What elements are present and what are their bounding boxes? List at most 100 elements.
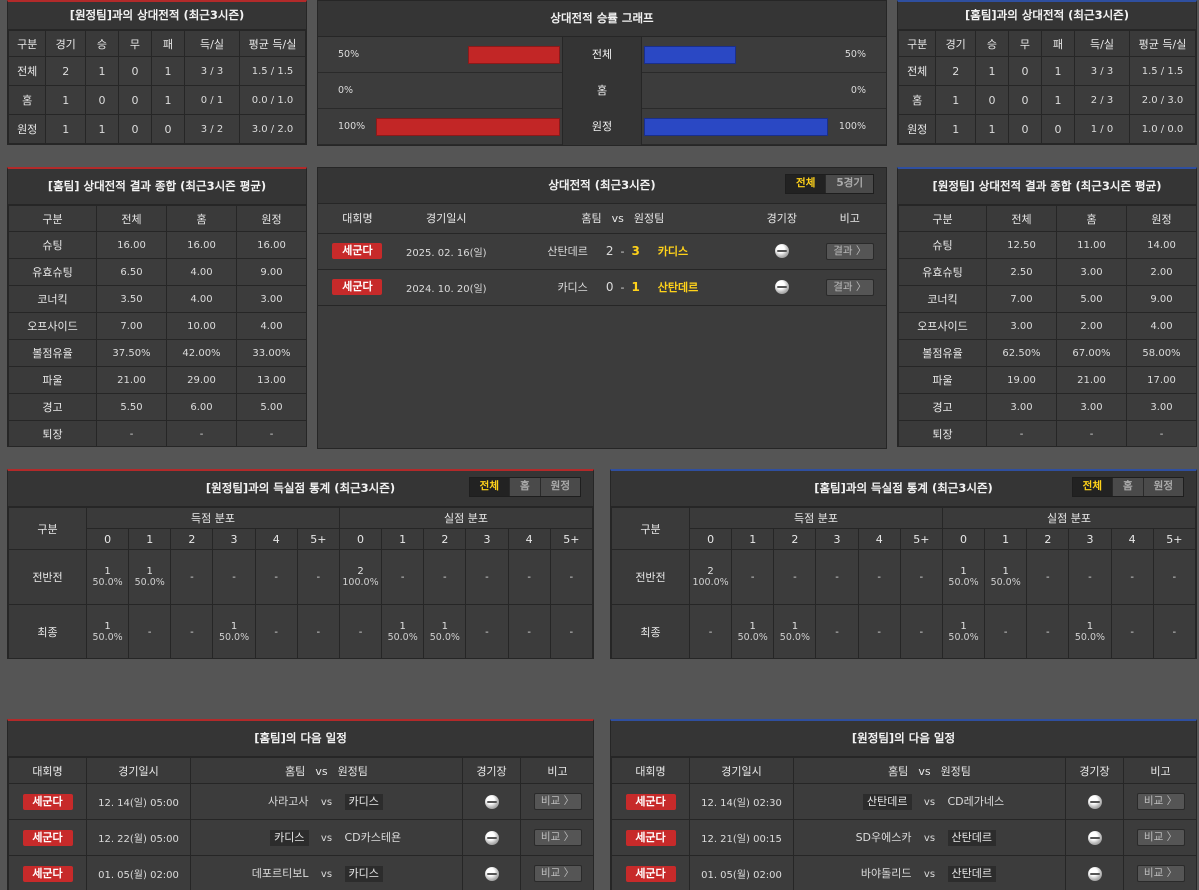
table-row: 슈팅 12.50 11.00 14.00 xyxy=(898,231,1196,259)
bucket-header: 3 xyxy=(465,528,509,550)
table-cell: 12.50 xyxy=(986,231,1057,259)
table-cell: 6.50 xyxy=(96,258,167,286)
compare-button[interactable]: 비교 〉 xyxy=(1136,793,1185,810)
stadium-icon[interactable] xyxy=(774,244,789,258)
cell-percent: 50.0% xyxy=(1074,632,1106,643)
table-cell: 9.00 xyxy=(236,258,306,286)
col-header: 경기장 xyxy=(1065,757,1124,784)
table-cell: 4.00 xyxy=(166,285,237,313)
table-cell: 4.00 xyxy=(166,258,237,286)
distribution-cell: - xyxy=(549,549,593,605)
stadium-icon[interactable] xyxy=(1087,794,1102,809)
stadium-icon[interactable] xyxy=(774,280,789,294)
venue-cell xyxy=(750,233,814,270)
compare-button[interactable]: 비교 〉 xyxy=(1136,829,1185,846)
date-cell: 2024. 10. 20(일) xyxy=(396,269,496,306)
tab-away[interactable]: 원정 xyxy=(1143,478,1183,496)
compare-button[interactable]: 비교 〉 xyxy=(533,829,582,846)
distribution-cell: 1 50.0% xyxy=(1068,604,1112,658)
table-cell: 1 xyxy=(935,85,976,115)
cell-count: 1 xyxy=(399,621,406,632)
row-label: 슈팅 xyxy=(898,231,987,259)
tab-all[interactable]: 전체 xyxy=(786,175,827,193)
stadium-icon[interactable] xyxy=(1087,830,1102,845)
cell-percent: 50.0% xyxy=(218,632,250,643)
table-row: 원정 1 1 0 0 3 / 2 3.0 / 2.0 xyxy=(8,114,306,144)
row-label: 원정 xyxy=(898,114,937,144)
league-badge[interactable]: 세군다 xyxy=(22,793,73,810)
tab-all[interactable]: 전체 xyxy=(1072,478,1113,496)
distribution-cell: - xyxy=(381,549,425,605)
table-cell: 1 xyxy=(84,114,119,144)
result-button[interactable]: 결과 〉 xyxy=(825,242,874,260)
col-header: 패 xyxy=(150,30,185,57)
table-cell: 1 xyxy=(974,114,1009,144)
distribution-cell: 1 50.0% xyxy=(423,604,467,658)
row-label: 볼점유율 xyxy=(8,339,97,367)
league-badge[interactable]: 세군다 xyxy=(22,865,73,882)
row-label: 퇴장 xyxy=(898,420,987,446)
tab-home[interactable]: 홈 xyxy=(510,478,541,496)
stadium-icon[interactable] xyxy=(484,830,499,845)
away-team-wrap: 카디스 xyxy=(344,866,453,882)
league-badge[interactable]: 세군다 xyxy=(332,243,383,259)
col-header: 구분 xyxy=(898,205,987,232)
distribution-cell: - xyxy=(254,549,298,605)
cell-count: - xyxy=(485,626,489,638)
panel-title-text: 상대전적 (최근3시즌) xyxy=(548,178,656,192)
cell-count: - xyxy=(1130,571,1134,583)
cell-percent: 100.0% xyxy=(692,577,729,588)
schedule-row: 세군다 12. 22(월) 05:00 카디스 vs CD카스테욘 비교 〉 xyxy=(8,819,593,856)
home-team-wrap: 사라고사 xyxy=(201,793,308,809)
compare-button[interactable]: 비교 〉 xyxy=(1136,865,1185,882)
league-badge[interactable]: 세군다 xyxy=(625,829,676,846)
table-row: 최종 -1 50.0% 1 50.0% - - -1 50.0% - -1 50.0% - - xyxy=(611,604,1196,658)
tab-home[interactable]: 홈 xyxy=(1113,478,1144,496)
league-badge[interactable]: 세군다 xyxy=(625,865,676,882)
table-cell: 7.00 xyxy=(96,312,167,340)
note-cell: 비교 〉 xyxy=(1123,855,1196,890)
away-team: 산탄데르 xyxy=(947,866,996,882)
stadium-icon[interactable] xyxy=(484,866,499,881)
bucket-header: 5+ xyxy=(899,528,943,550)
table-cell: 0 xyxy=(117,56,152,86)
col-header: 경기일시 xyxy=(86,757,191,784)
home-team-wrap: 카디스 xyxy=(201,830,309,846)
compare-button[interactable]: 비교 〉 xyxy=(533,865,582,882)
vs-label: vs xyxy=(923,833,936,844)
right-percent: 0% xyxy=(850,85,866,96)
league-cell: 세군다 xyxy=(8,855,87,890)
cell-count: 1 xyxy=(1002,566,1009,577)
table-cell: 3 / 3 xyxy=(183,56,240,86)
header-row: 구분 전체 홈 원정 xyxy=(8,205,306,232)
col-header: 평균 득/실 xyxy=(238,30,306,57)
compare-button[interactable]: 비교 〉 xyxy=(533,793,582,810)
league-badge[interactable]: 세군다 xyxy=(625,793,676,810)
cell-count: 1 xyxy=(230,621,238,632)
cell-count: - xyxy=(190,571,194,583)
league-badge[interactable]: 세군다 xyxy=(22,829,73,846)
tab-all[interactable]: 전체 xyxy=(469,478,510,496)
col-header: 패 xyxy=(1040,30,1075,57)
league-badge[interactable]: 세군다 xyxy=(332,279,383,295)
cell-count: - xyxy=(316,571,321,583)
table-cell: 3.00 xyxy=(1056,393,1127,421)
table-cell: 21.00 xyxy=(1056,366,1127,394)
stadium-icon[interactable] xyxy=(484,794,499,809)
table-row: 볼점유율 62.50% 67.00% 58.00% xyxy=(898,339,1196,367)
table-cell: - xyxy=(1126,420,1196,446)
table-cell: 0 xyxy=(150,114,185,144)
tab-away[interactable]: 원정 xyxy=(540,478,580,496)
teams-cell: 바야돌리드 vs 산탄데르 xyxy=(793,855,1066,890)
result-button[interactable]: 결과 〉 xyxy=(825,278,874,296)
tab-last5[interactable]: 5경기 xyxy=(826,175,873,193)
table-cell: 1 / 0 xyxy=(1073,114,1130,144)
stadium-icon[interactable] xyxy=(1087,866,1102,881)
table-cell: 3 / 3 xyxy=(1073,56,1130,86)
distribution-cell: 1 50.0% xyxy=(773,604,817,658)
distribution-cell: - xyxy=(128,604,172,658)
distribution-cell: - xyxy=(507,604,551,658)
bucket-header: 0 xyxy=(85,528,130,550)
cell-count: 1 xyxy=(749,621,756,632)
